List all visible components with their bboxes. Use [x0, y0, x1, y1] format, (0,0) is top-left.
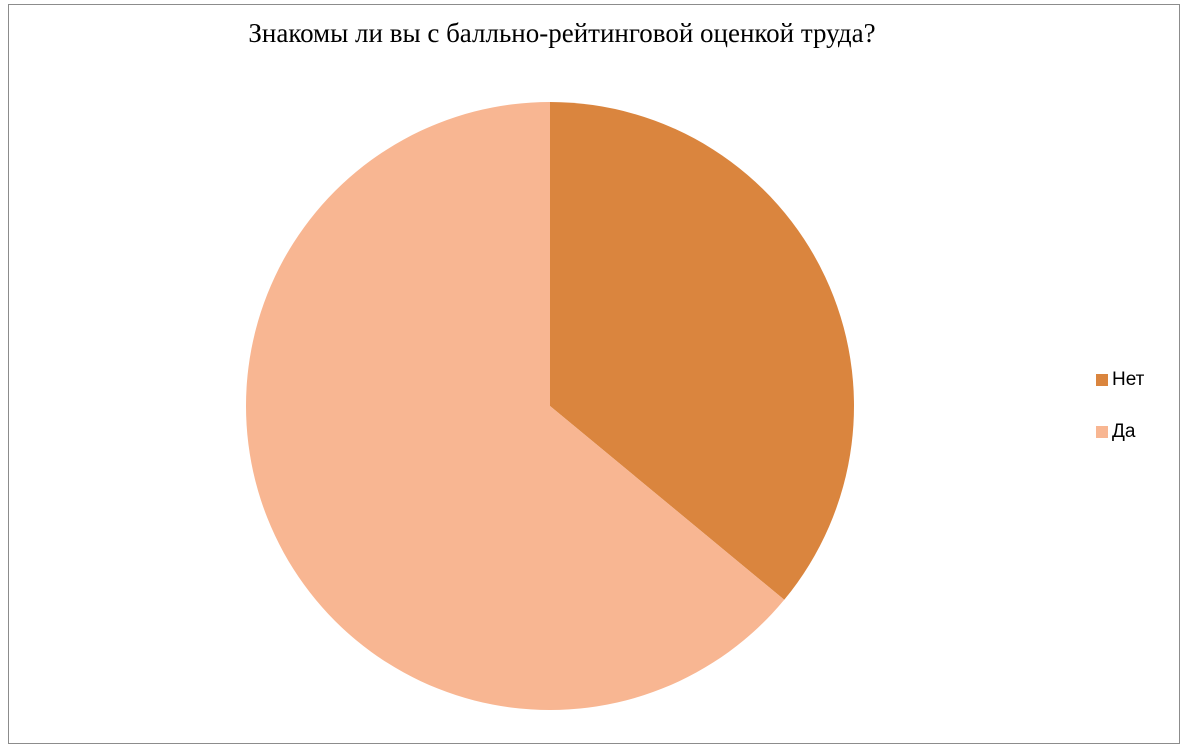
legend-item-da: Да	[1096, 419, 1144, 444]
legend: Нет Да	[1096, 367, 1144, 471]
pie-slices	[245, 102, 854, 711]
legend-swatch-net	[1096, 373, 1108, 386]
legend-swatch-da	[1096, 425, 1108, 438]
pie-slice-net	[550, 102, 854, 600]
legend-label-net: Нет	[1112, 368, 1145, 390]
legend-item-net: Нет	[1096, 367, 1144, 392]
legend-label-da: Да	[1112, 420, 1136, 442]
chart-title: Знакомы ли вы с балльно-рейтинговой оцен…	[248, 18, 876, 48]
pie-slice-da	[245, 102, 785, 711]
